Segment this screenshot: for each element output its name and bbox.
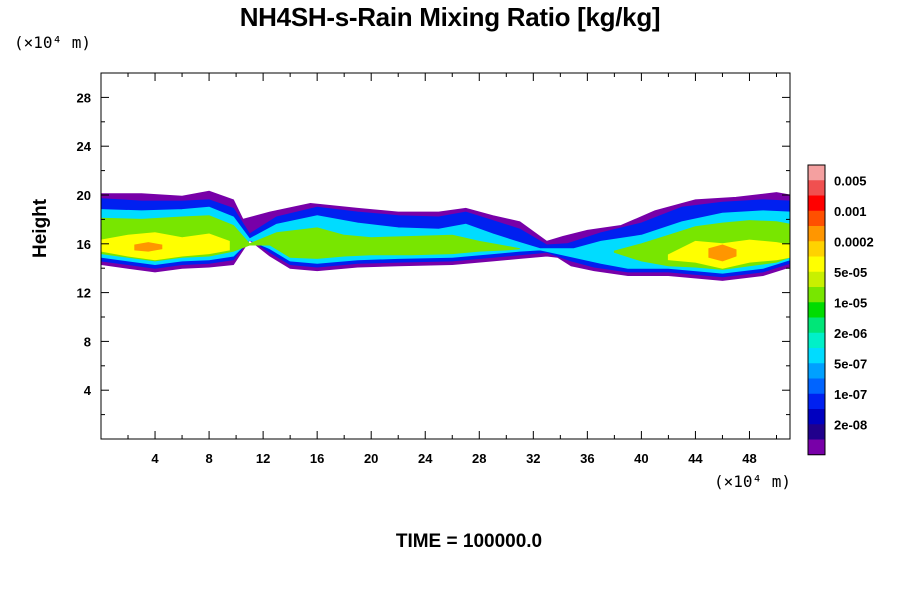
x-tick-label: 16 <box>310 451 324 466</box>
colorbar-swatch <box>808 348 825 364</box>
colorbar-frame <box>807 164 826 456</box>
x-tick-label: 28 <box>472 451 486 466</box>
colorbar-swatch <box>808 210 825 227</box>
x-axis-ticks: 4 8 12 16 20 24 28 32 36 40 44 48 <box>127 73 777 466</box>
y-tick-label: 12 <box>77 286 91 301</box>
x-axis-unit-label: (×10⁴ m) <box>714 472 792 491</box>
contour-layer-5 <box>100 232 230 261</box>
colorbar-swatch <box>808 256 825 273</box>
y-tick-label: 4 <box>84 383 92 398</box>
colorbar-swatch <box>808 439 825 456</box>
x-tick-label: 40 <box>634 451 648 466</box>
x-tick-label: 20 <box>364 451 378 466</box>
plot-frame <box>100 72 791 440</box>
colorbar-swatch <box>808 287 825 303</box>
colorbar-swatch <box>808 332 825 349</box>
colorbar-swatch <box>808 378 825 395</box>
colorbar-label: 0.0002 <box>834 234 874 249</box>
y-tick-label: 16 <box>77 237 91 252</box>
colorbar-swatch <box>808 317 825 334</box>
x-tick-label: 4 <box>151 451 159 466</box>
x-tick-label: 36 <box>580 451 594 466</box>
colorbar-swatch <box>808 393 825 410</box>
colorbar-label: 0.001 <box>834 204 867 219</box>
chart-title: NH4SH-s-Rain Mixing Ratio [kg/kg] <box>239 2 661 32</box>
contour-layers <box>100 190 791 281</box>
colorbar-swatch <box>808 195 825 212</box>
contour-layer-7 <box>134 242 163 252</box>
colorbar-swatch <box>808 226 825 242</box>
colorbar-label: 1e-07 <box>834 387 867 402</box>
colorbar-swatch <box>808 180 825 196</box>
colorbar-label: 2e-08 <box>834 417 867 432</box>
contour-layer-8 <box>708 244 737 262</box>
y-axis-unit-label: (×10⁴ m) <box>14 33 92 52</box>
colorbar-label: 5e-05 <box>834 265 867 280</box>
colorbar-swatch <box>808 165 825 181</box>
colorbar-label: 5e-07 <box>834 356 867 371</box>
colorbar-swatch <box>808 241 825 257</box>
colorbar-swatch <box>808 271 825 288</box>
x-tick-label: 12 <box>256 451 270 466</box>
colorbar-label: 1e-05 <box>834 295 867 310</box>
y-tick-label: 20 <box>77 188 91 203</box>
colorbar-swatch <box>808 409 825 425</box>
y-axis-ticks: 4 8 12 16 20 24 28 <box>77 90 790 416</box>
colorbar-label: 2e-06 <box>834 326 867 341</box>
colorbar-swatch <box>808 424 825 440</box>
colorbar-label: 0.005 <box>834 173 867 188</box>
colorbar-swatch <box>808 302 825 318</box>
colorbar: 0.005 0.001 0.0002 5e-05 1e-05 2e-06 5e-07 1e-0… <box>807 164 874 456</box>
y-tick-label: 8 <box>84 334 91 349</box>
x-tick-label: 48 <box>742 451 756 466</box>
x-tick-label: 8 <box>205 451 212 466</box>
y-tick-label: 28 <box>77 90 91 105</box>
x-tick-label: 24 <box>418 451 433 466</box>
colorbar-swatch <box>808 363 825 379</box>
y-tick-label: 24 <box>77 139 92 154</box>
x-tick-label: 32 <box>526 451 540 466</box>
x-tick-label: 44 <box>688 451 703 466</box>
time-label: TIME = 100000.0 <box>395 531 543 552</box>
